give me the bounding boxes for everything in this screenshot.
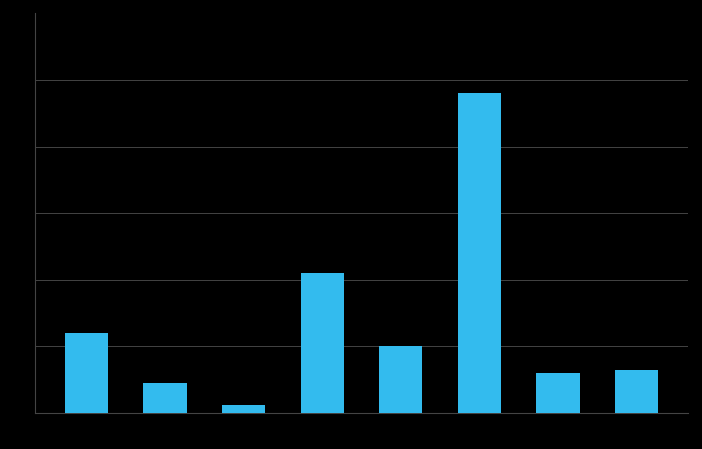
Bar [65,333,108,413]
Bar [143,383,187,413]
Bar [222,405,265,413]
Bar [458,93,501,413]
Bar [300,273,344,413]
Bar [536,373,580,413]
Bar [615,370,658,413]
Bar [379,347,423,413]
